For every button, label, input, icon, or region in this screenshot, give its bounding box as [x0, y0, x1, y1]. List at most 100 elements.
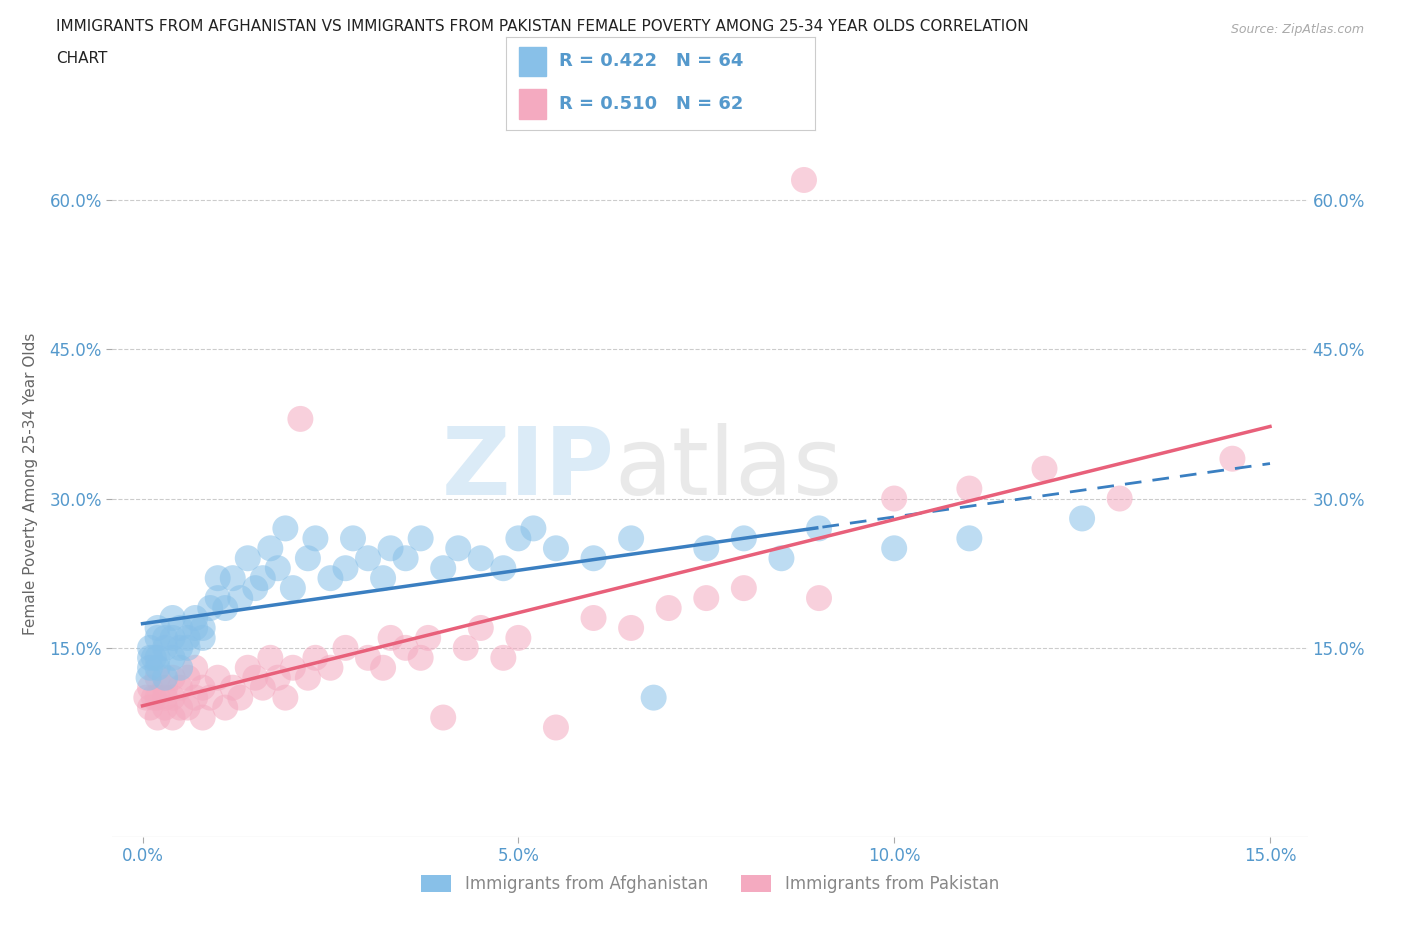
Point	[454, 641, 477, 656]
Point	[274, 690, 297, 705]
Point	[162, 631, 184, 645]
Point	[139, 680, 162, 695]
Text: R = 0.510   N = 62: R = 0.510 N = 62	[558, 95, 744, 113]
Point	[808, 521, 831, 536]
Point	[418, 631, 440, 645]
Point	[146, 620, 169, 635]
Point	[883, 541, 905, 556]
Point	[191, 631, 214, 645]
Point	[153, 631, 176, 645]
Point	[184, 690, 207, 705]
Point	[1071, 511, 1094, 525]
Point	[169, 680, 191, 695]
Point	[207, 671, 229, 685]
Point	[169, 641, 191, 656]
Point	[214, 601, 236, 616]
Point	[394, 551, 416, 565]
Point	[142, 690, 165, 705]
Point	[184, 611, 207, 626]
Point	[267, 671, 290, 685]
Point	[883, 491, 905, 506]
Point	[1033, 461, 1056, 476]
Point	[342, 531, 364, 546]
Point	[620, 531, 643, 546]
Point	[447, 541, 470, 556]
Point	[695, 541, 717, 556]
Point	[1222, 451, 1244, 466]
Point	[259, 541, 281, 556]
Point	[142, 650, 165, 665]
Point	[236, 660, 259, 675]
Point	[146, 660, 169, 675]
Point	[274, 521, 297, 536]
Point	[409, 650, 432, 665]
Point	[470, 551, 492, 565]
Point	[139, 641, 162, 656]
Text: CHART: CHART	[56, 51, 108, 66]
Legend: Immigrants from Afghanistan, Immigrants from Pakistan: Immigrants from Afghanistan, Immigrants …	[415, 868, 1005, 899]
Point	[162, 690, 184, 705]
Point	[146, 711, 169, 725]
Point	[176, 671, 198, 685]
Point	[146, 650, 169, 665]
Point	[770, 551, 793, 565]
Point	[304, 650, 326, 665]
Point	[281, 580, 304, 595]
Point	[207, 591, 229, 605]
Point	[139, 660, 162, 675]
Point	[184, 620, 207, 635]
Point	[191, 711, 214, 725]
Point	[162, 611, 184, 626]
Point	[297, 551, 319, 565]
Point	[207, 571, 229, 586]
Point	[304, 531, 326, 546]
Point	[176, 631, 198, 645]
Point	[357, 551, 380, 565]
Point	[658, 601, 681, 616]
Point	[153, 641, 176, 656]
Point	[184, 660, 207, 675]
Point	[146, 631, 169, 645]
Text: atlas: atlas	[614, 423, 842, 515]
Point	[508, 631, 530, 645]
Point	[267, 561, 290, 576]
Point	[176, 641, 198, 656]
Point	[492, 650, 515, 665]
Point	[146, 671, 169, 685]
Bar	[519, 89, 547, 119]
Bar	[519, 46, 547, 76]
Point	[380, 541, 402, 556]
Point	[733, 531, 755, 546]
Point	[432, 561, 454, 576]
Point	[335, 641, 357, 656]
Point	[198, 601, 221, 616]
Point	[169, 660, 191, 675]
Point	[380, 631, 402, 645]
Point	[733, 580, 755, 595]
Point	[281, 660, 304, 675]
Text: ZIP: ZIP	[441, 423, 614, 515]
Point	[582, 551, 605, 565]
Point	[229, 591, 252, 605]
Point	[957, 531, 980, 546]
Point	[153, 671, 176, 685]
Point	[146, 690, 169, 705]
Point	[371, 571, 394, 586]
Point	[409, 531, 432, 546]
Point	[245, 671, 267, 685]
Point	[808, 591, 831, 605]
Point	[191, 680, 214, 695]
Point	[138, 671, 160, 685]
Point	[222, 680, 245, 695]
Text: Source: ZipAtlas.com: Source: ZipAtlas.com	[1230, 23, 1364, 36]
Point	[297, 671, 319, 685]
Point	[643, 690, 665, 705]
Point	[162, 650, 184, 665]
Point	[319, 571, 342, 586]
Point	[176, 700, 198, 715]
Point	[544, 541, 567, 556]
Text: IMMIGRANTS FROM AFGHANISTAN VS IMMIGRANTS FROM PAKISTAN FEMALE POVERTY AMONG 25-: IMMIGRANTS FROM AFGHANISTAN VS IMMIGRANT…	[56, 19, 1029, 33]
Point	[139, 650, 162, 665]
Point	[544, 720, 567, 735]
Point	[290, 411, 312, 426]
